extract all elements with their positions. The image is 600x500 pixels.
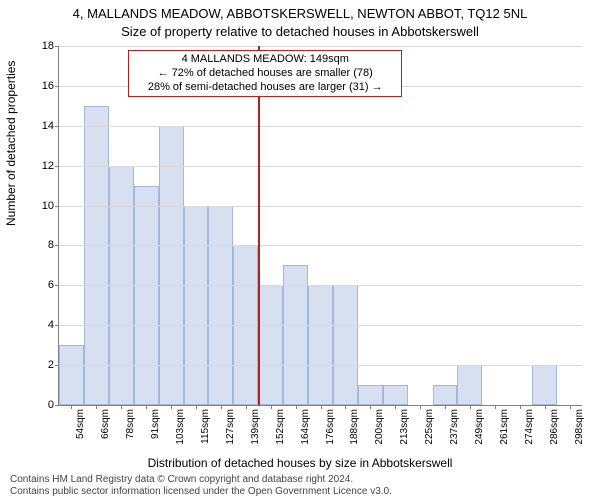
x-tick-mark: [221, 405, 222, 409]
y-tick-label: 8: [14, 239, 54, 251]
x-tick-label: 249sqm: [474, 409, 485, 445]
x-tick-label: 66sqm: [100, 409, 111, 439]
x-tick-mark: [470, 405, 471, 409]
x-tick-label: 78sqm: [125, 409, 136, 439]
y-tick-label: 2: [14, 359, 54, 371]
y-tick-label: 4: [14, 319, 54, 331]
x-tick-mark: [321, 405, 322, 409]
chart-container: 4, MALLANDS MEADOW, ABBOTSKERSWELL, NEWT…: [0, 0, 600, 500]
plot-area: 54sqm66sqm78sqm91sqm103sqm115sqm127sqm13…: [58, 46, 582, 406]
gridline: [59, 245, 582, 246]
histogram-bar: [59, 345, 84, 405]
histogram-bar: [159, 126, 184, 405]
histogram-bar: [184, 206, 209, 405]
x-tick-mark: [271, 405, 272, 409]
y-tick-mark: [55, 405, 59, 406]
gridline: [59, 365, 582, 366]
y-tick-label: 14: [14, 120, 54, 132]
y-tick-mark: [55, 126, 59, 127]
chart-title-line2: Size of property relative to detached ho…: [0, 24, 600, 39]
y-tick-mark: [55, 325, 59, 326]
x-tick-label: 103sqm: [175, 409, 186, 445]
y-tick-mark: [55, 86, 59, 87]
x-tick-mark: [345, 405, 346, 409]
histogram-bar: [333, 285, 358, 405]
x-tick-mark: [196, 405, 197, 409]
x-tick-label: 91sqm: [150, 409, 161, 439]
x-tick-label: 286sqm: [549, 409, 560, 445]
bars-layer: [59, 46, 582, 405]
gridline: [59, 206, 582, 207]
histogram-bar: [308, 285, 333, 405]
histogram-bar: [358, 385, 383, 405]
x-tick-label: 176sqm: [325, 409, 336, 445]
x-tick-mark: [171, 405, 172, 409]
x-tick-mark: [395, 405, 396, 409]
x-tick-label: 200sqm: [374, 409, 385, 445]
x-tick-label: 115sqm: [200, 409, 211, 444]
x-tick-mark: [545, 405, 546, 409]
x-tick-mark: [445, 405, 446, 409]
chart-title-line1: 4, MALLANDS MEADOW, ABBOTSKERSWELL, NEWT…: [0, 6, 600, 21]
x-tick-label: 164sqm: [300, 409, 311, 445]
x-tick-mark: [96, 405, 97, 409]
y-tick-mark: [55, 166, 59, 167]
gridline: [59, 285, 582, 286]
x-tick-label: 237sqm: [449, 409, 460, 445]
x-tick-mark: [121, 405, 122, 409]
histogram-bar: [134, 186, 159, 405]
gridline: [59, 325, 582, 326]
x-tick-mark: [370, 405, 371, 409]
x-tick-label: 225sqm: [424, 409, 435, 445]
x-tick-mark: [520, 405, 521, 409]
gridline: [59, 126, 582, 127]
histogram-bar: [433, 385, 458, 405]
x-tick-mark: [146, 405, 147, 409]
y-tick-label: 0: [14, 399, 54, 411]
y-tick-label: 6: [14, 279, 54, 291]
y-tick-label: 18: [14, 40, 54, 52]
y-tick-mark: [55, 285, 59, 286]
gridline: [59, 46, 582, 47]
histogram-bar: [208, 206, 233, 405]
reference-line: [258, 46, 260, 405]
annotation-line: 4 MALLANDS MEADOW: 149sqm: [135, 53, 395, 67]
annotation-line: 28% of semi-detached houses are larger (…: [135, 81, 395, 95]
y-tick-label: 16: [14, 80, 54, 92]
x-tick-mark: [570, 405, 571, 409]
x-tick-label: 127sqm: [225, 409, 236, 445]
y-tick-mark: [55, 206, 59, 207]
x-axis-label: Distribution of detached houses by size …: [0, 456, 600, 470]
attribution-line: Contains public sector information licen…: [10, 486, 392, 498]
annotation-box: 4 MALLANDS MEADOW: 149sqm← 72% of detach…: [128, 50, 402, 97]
histogram-bar: [532, 365, 557, 405]
x-tick-mark: [420, 405, 421, 409]
y-tick-label: 10: [14, 200, 54, 212]
histogram-bar: [258, 285, 283, 405]
y-tick-mark: [55, 46, 59, 47]
x-tick-mark: [246, 405, 247, 409]
gridline: [59, 166, 582, 167]
y-tick-mark: [55, 245, 59, 246]
x-tick-label: 188sqm: [349, 409, 360, 445]
histogram-bar: [383, 385, 408, 405]
x-tick-label: 298sqm: [574, 409, 585, 445]
attribution-text: Contains HM Land Registry data © Crown c…: [10, 474, 392, 498]
x-tick-label: 213sqm: [399, 409, 410, 445]
histogram-bar: [283, 265, 308, 405]
y-tick-mark: [55, 365, 59, 366]
histogram-bar: [457, 365, 482, 405]
x-tick-label: 261sqm: [499, 409, 510, 445]
x-tick-label: 54sqm: [75, 409, 86, 439]
y-tick-label: 12: [14, 160, 54, 172]
x-tick-mark: [296, 405, 297, 409]
x-tick-mark: [495, 405, 496, 409]
x-tick-mark: [71, 405, 72, 409]
x-tick-label: 152sqm: [275, 409, 286, 445]
x-tick-label: 139sqm: [250, 409, 261, 445]
attribution-line: Contains HM Land Registry data © Crown c…: [10, 474, 392, 486]
histogram-bar: [84, 106, 109, 405]
annotation-line: ← 72% of detached houses are smaller (78…: [135, 67, 395, 81]
x-tick-label: 274sqm: [524, 409, 535, 445]
